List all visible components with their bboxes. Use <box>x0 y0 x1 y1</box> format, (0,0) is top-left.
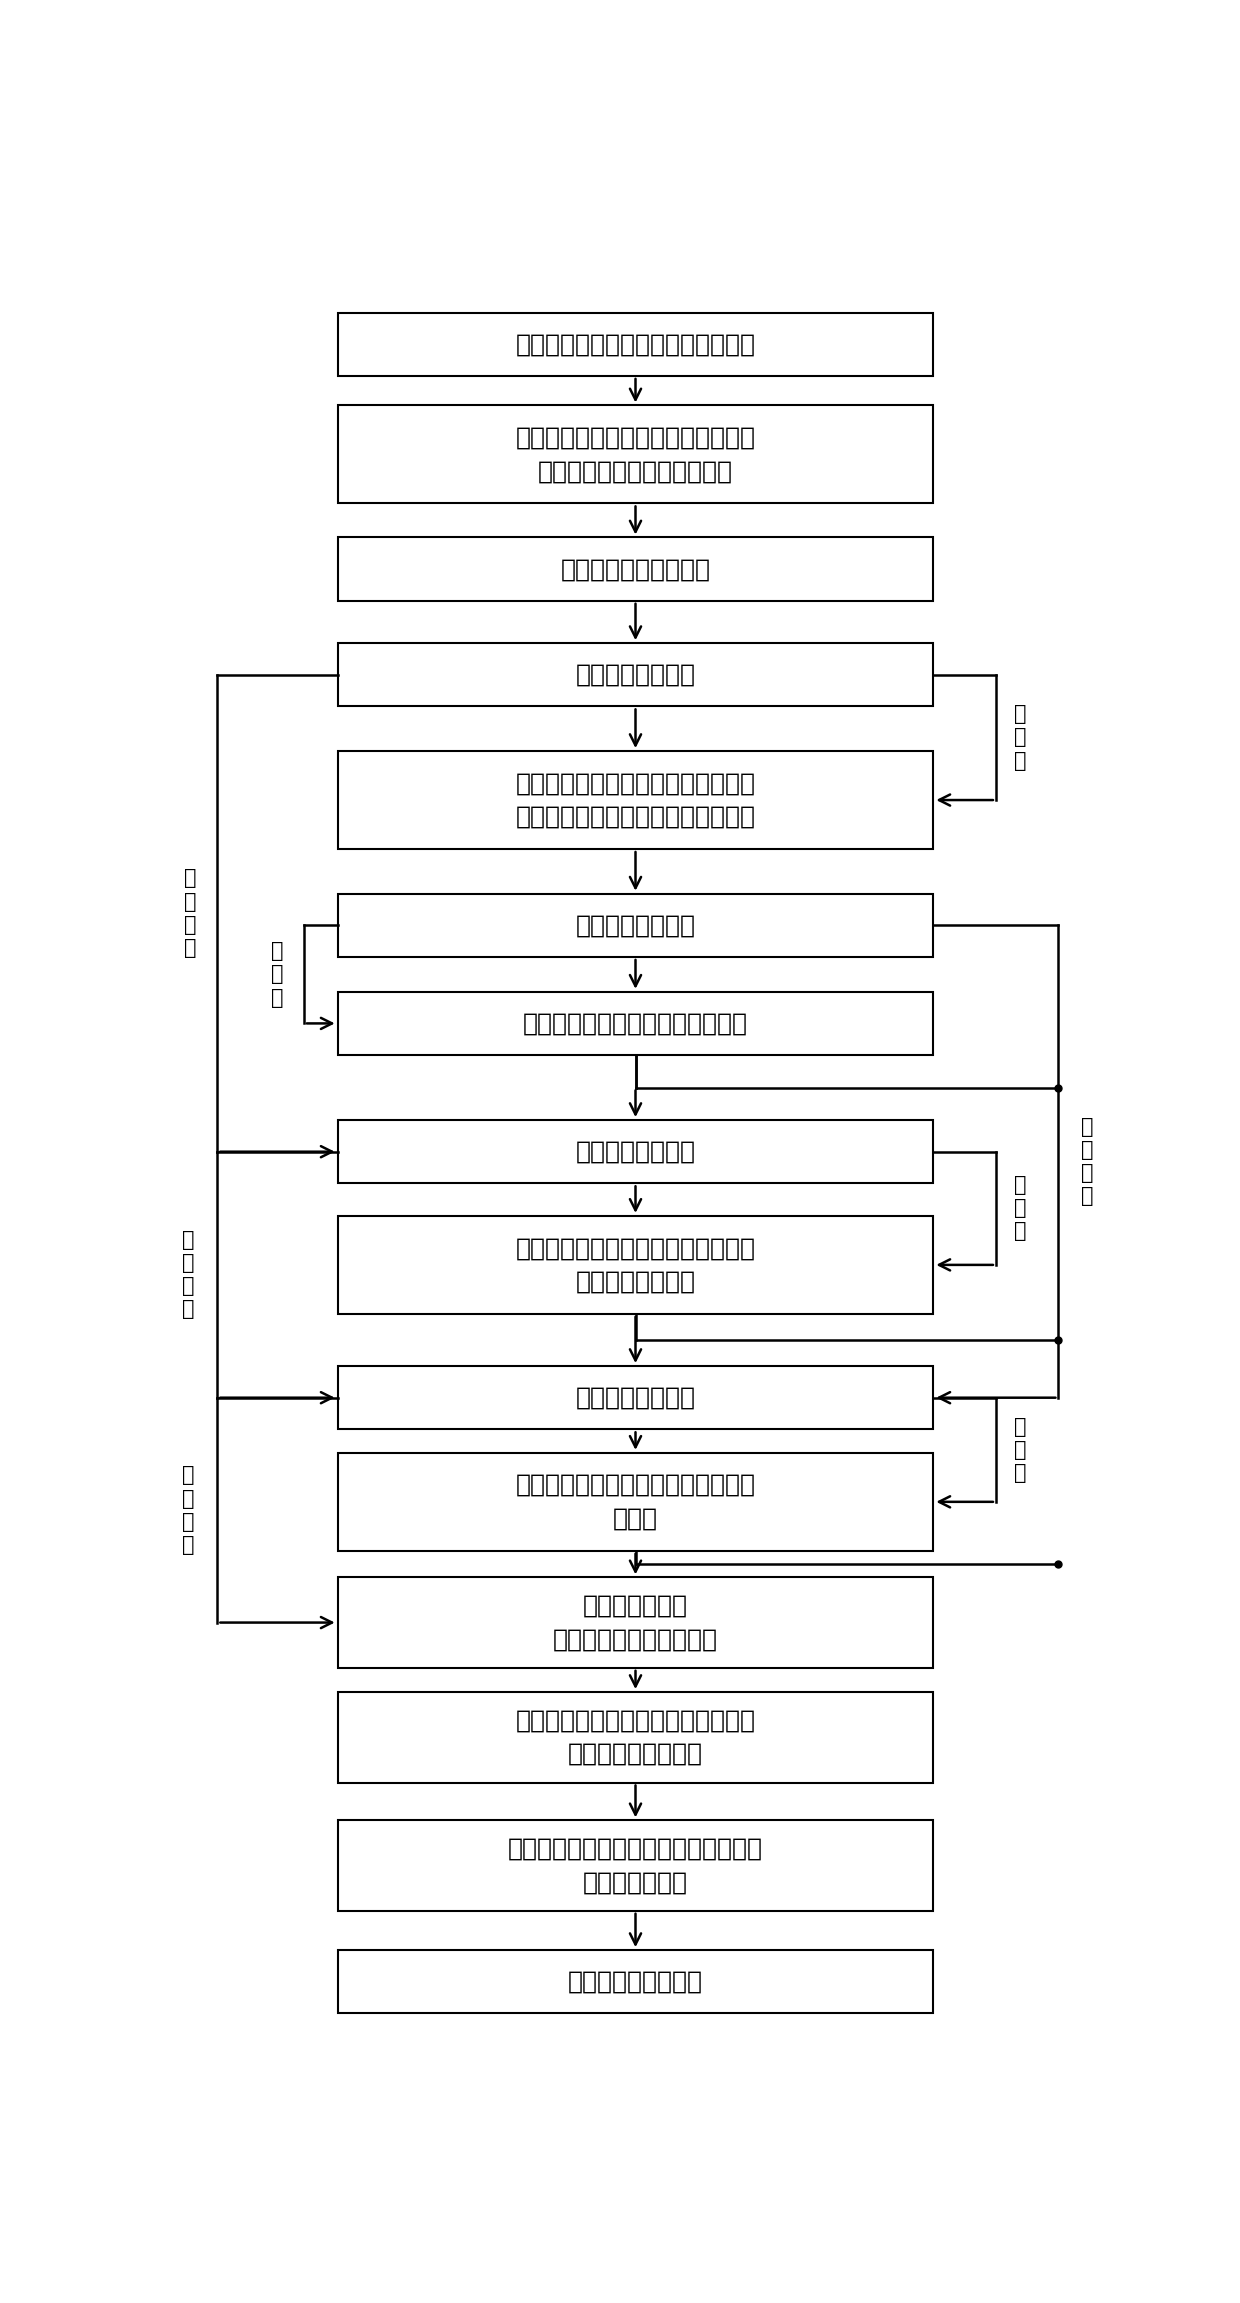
Text: 读取当前图片中的人脸并按照时间保
存图片: 读取当前图片中的人脸并按照时间保 存图片 <box>516 1474 755 1531</box>
Text: 是
统
计: 是 统 计 <box>1013 705 1027 772</box>
Text: 判断是否人脸捕捉: 判断是否人脸捕捉 <box>575 1386 696 1409</box>
Bar <box>337 1693 934 1783</box>
Bar <box>337 1951 934 2013</box>
Bar <box>337 405 934 504</box>
Bar <box>337 1216 934 1315</box>
Bar <box>337 1119 934 1184</box>
Bar <box>337 1819 934 1911</box>
Bar <box>337 313 934 375</box>
Bar <box>337 537 934 601</box>
Bar <box>337 1578 934 1667</box>
Text: 是
捕
捉: 是 捕 捉 <box>1013 1416 1027 1483</box>
Text: 对图像中每个人脸提取: 对图像中每个人脸提取 <box>560 557 711 580</box>
Text: 不
是
统
计: 不 是 统 计 <box>185 868 197 958</box>
Bar <box>337 1366 934 1430</box>
Text: 统计日客流时间分布: 统计日客流时间分布 <box>568 1969 703 1994</box>
Text: 不
是
追
踪: 不 是 追 踪 <box>182 1230 195 1320</box>
Text: 不
是
捕
捉: 不 是 捕 捉 <box>182 1465 195 1555</box>
Text: 是
追
踪: 是 追 踪 <box>1013 1175 1027 1241</box>
Text: 控制界面更新，
显示摄像头拍摄人脸图像: 控制界面更新， 显示摄像头拍摄人脸图像 <box>553 1594 718 1651</box>
Text: 各出入口用摄像头采集地铁车站的乘
客图像，并检测图像中的人脸: 各出入口用摄像头采集地铁车站的乘 客图像，并检测图像中的人脸 <box>516 426 755 484</box>
Text: 判断是否自动录入: 判断是否自动录入 <box>575 914 696 937</box>
Bar <box>337 993 934 1055</box>
Text: 各出入口连接数据库，显示控制界面: 各出入口连接数据库，显示控制界面 <box>516 332 755 357</box>
Text: 提取人脸，按照时间保存人脸图像: 提取人脸，按照时间保存人脸图像 <box>523 1011 748 1036</box>
Text: 各时间段进站客流量减去出站客流量，
得到车站客流量: 各时间段进站客流量减去出站客流量， 得到车站客流量 <box>508 1838 763 1895</box>
Text: 是
录
入: 是 录 入 <box>270 942 283 1009</box>
Bar <box>337 1453 934 1550</box>
Bar <box>337 643 934 707</box>
Text: 不
是
录
入: 不 是 录 入 <box>1081 1117 1094 1207</box>
Bar <box>337 894 934 958</box>
Bar <box>337 751 934 850</box>
Text: 将追踪人物图像与当前人脸图像用哈
希算法计算相似度: 将追踪人物图像与当前人脸图像用哈 希算法计算相似度 <box>516 1237 755 1294</box>
Text: 按照待统计时间段，计算各进站口客
流量和出站口客流量: 按照待统计时间段，计算各进站口客 流量和出站口客流量 <box>516 1709 755 1766</box>
Text: 判断是否人数统计: 判断是否人数统计 <box>575 663 696 686</box>
Text: 识别人脸，统计计数加一，更新该编
号出入口在数据表的出口或入口人数: 识别人脸，统计计数加一，更新该编 号出入口在数据表的出口或入口人数 <box>516 772 755 829</box>
Text: 判断是否人脸追踪: 判断是否人脸追踪 <box>575 1140 696 1163</box>
